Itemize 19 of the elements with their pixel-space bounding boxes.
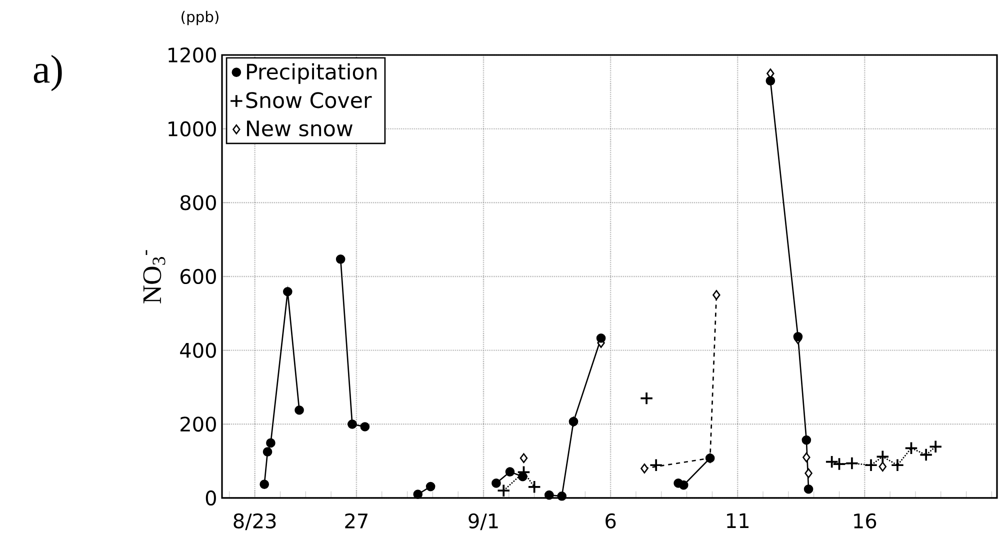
x-tick-label: 16	[854, 513, 876, 528]
x-tick-label: 11	[727, 513, 748, 528]
text: a)	[34, 54, 62, 92]
x-tick-label: 8/23	[234, 513, 276, 530]
legend-label: Snow Cover	[246, 92, 372, 108]
y-tick-label: 0	[206, 490, 216, 506]
x-tick-label: 9/1	[468, 513, 498, 530]
legend-label: Precipitation	[247, 63, 377, 84]
y-tick-label: 600	[180, 268, 216, 284]
x-tick-label: 6	[606, 513, 616, 528]
y-tick-label: 1200	[168, 47, 216, 63]
y-tick-label: 800	[180, 195, 216, 210]
y-tick-label: 400	[180, 342, 216, 358]
y-axis-title: NO$_{3}$-	[143, 250, 166, 304]
y-tick-label: 1000	[168, 121, 216, 136]
text: (ppb)	[182, 10, 218, 26]
x-tick-label: 27	[345, 513, 368, 528]
y-tick-label: 200	[180, 416, 216, 432]
legend-label: New snow	[247, 120, 352, 136]
